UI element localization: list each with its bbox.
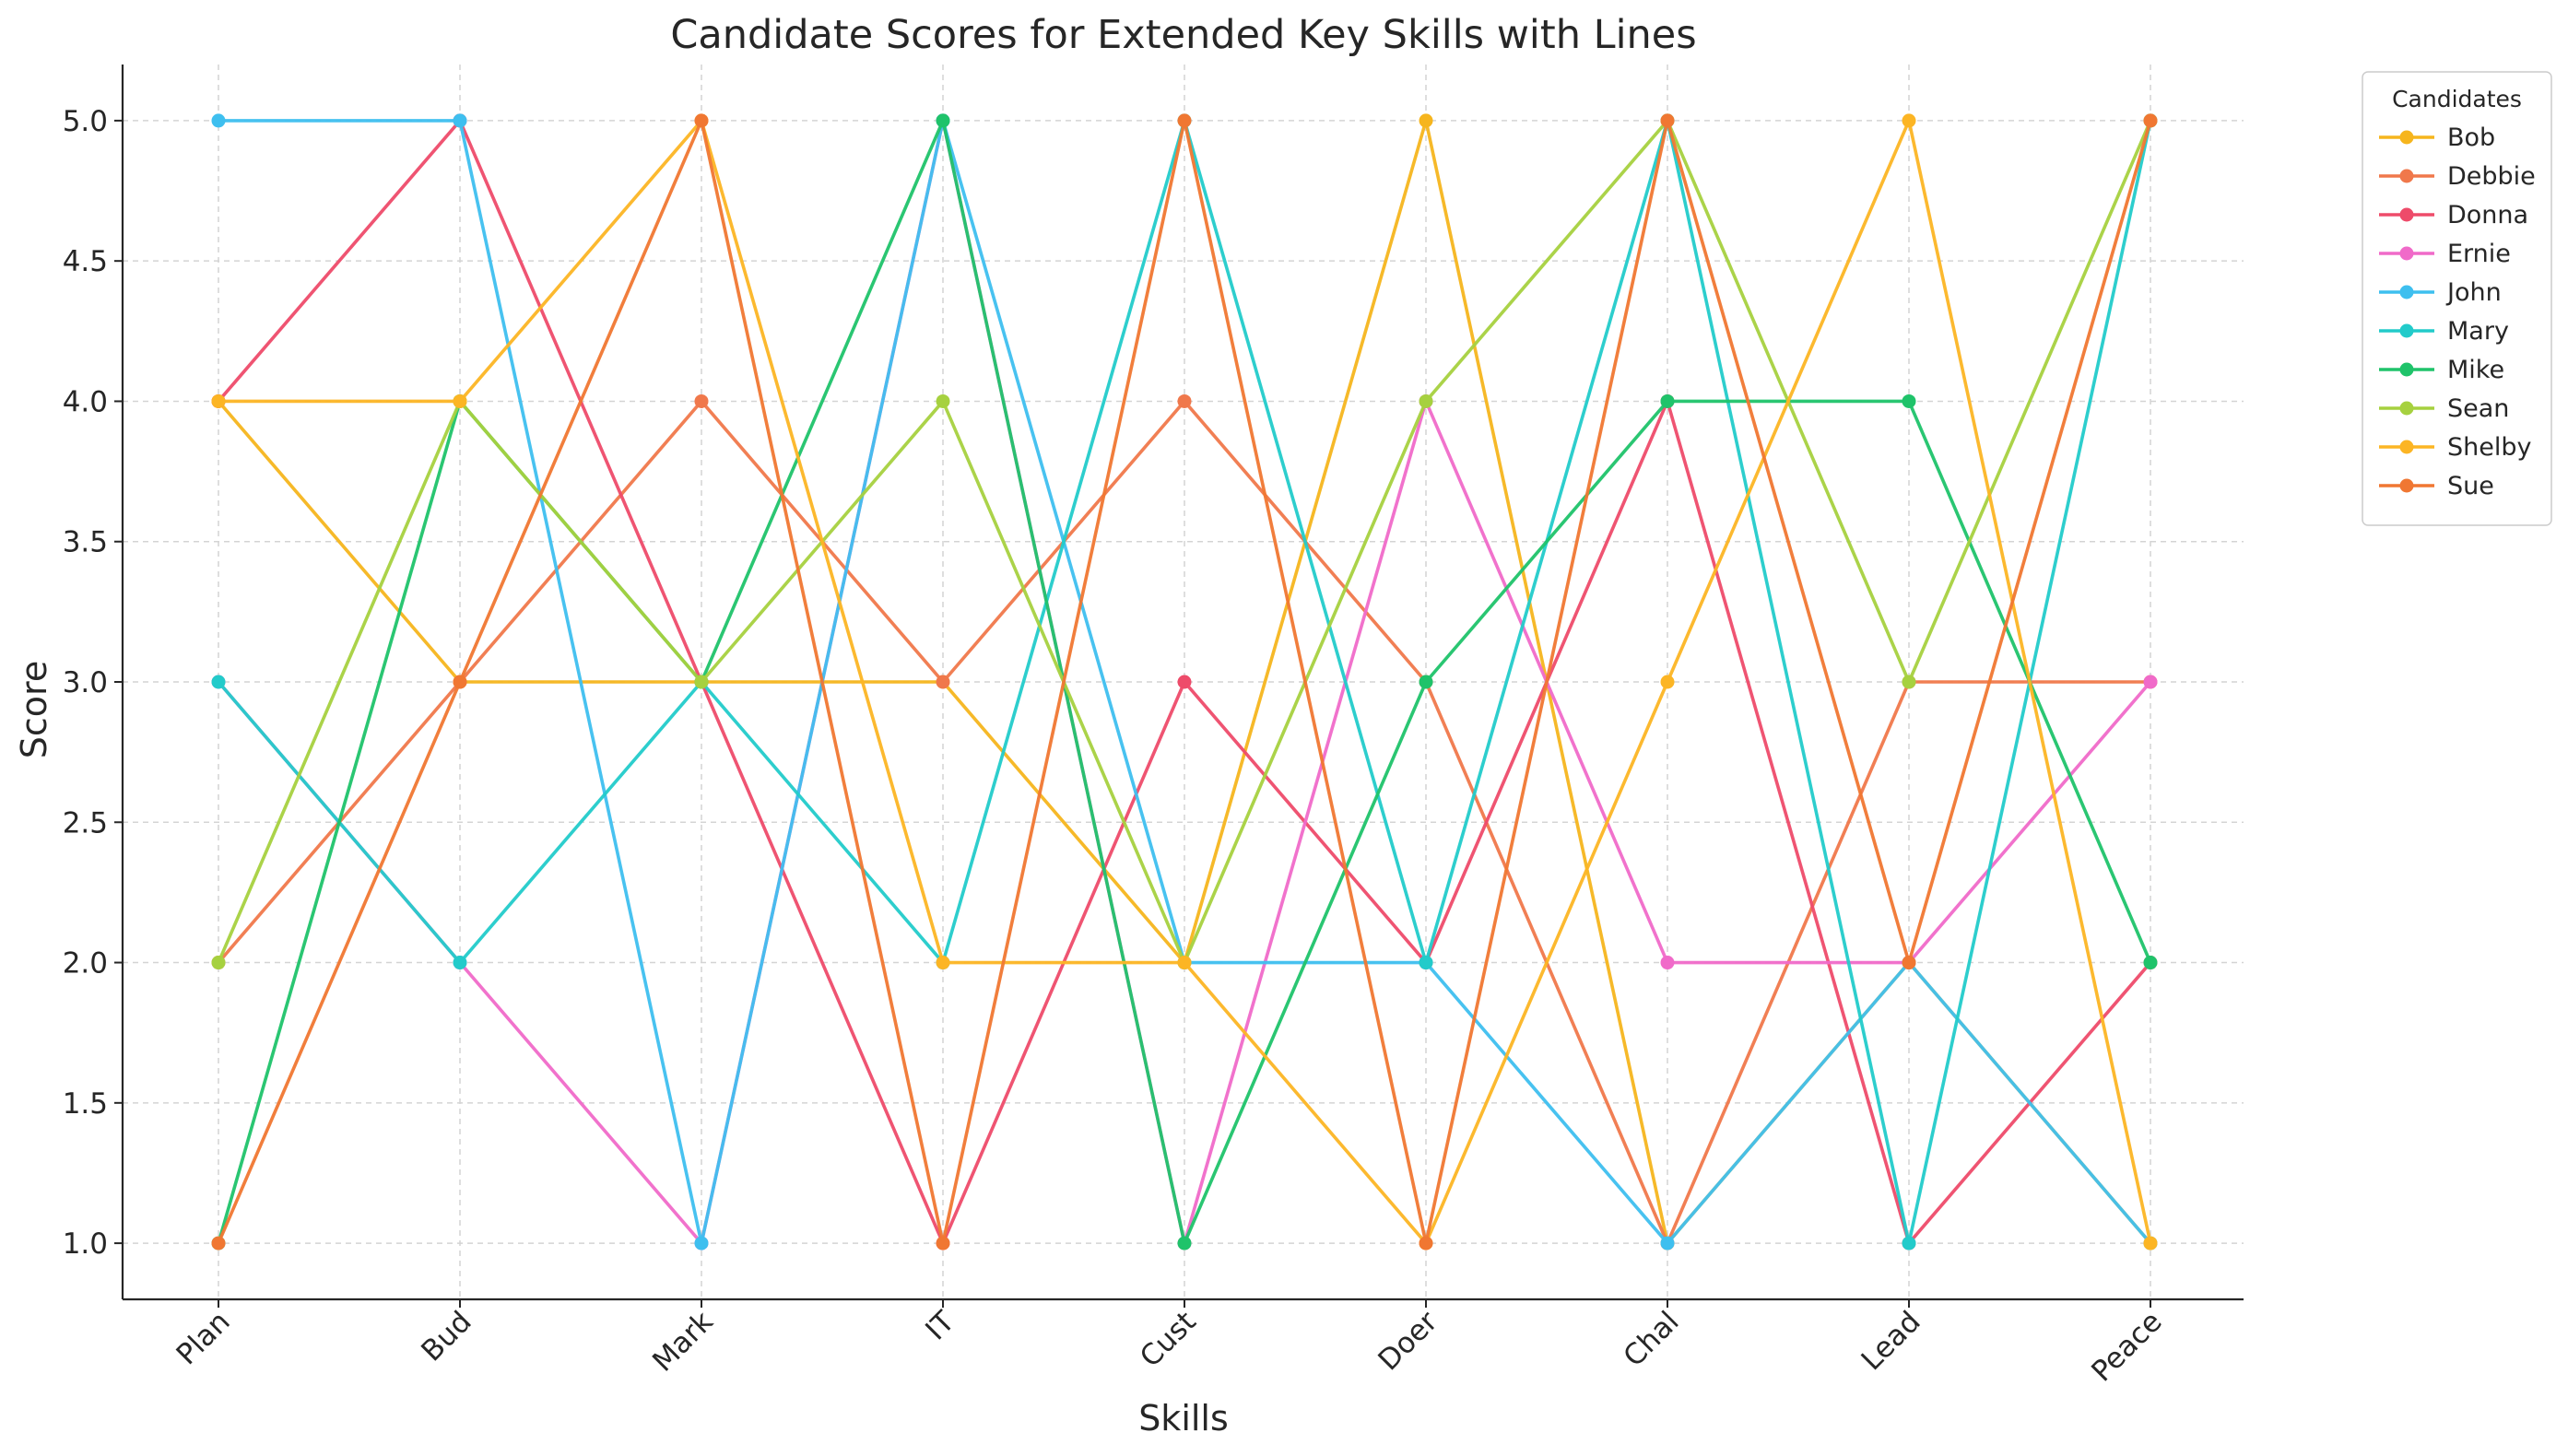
data-point-sue — [694, 113, 709, 128]
data-point-shelby — [2143, 1236, 2158, 1251]
legend-swatch-marker-debbie — [2399, 169, 2414, 183]
data-point-john — [1660, 1236, 1675, 1251]
x-tick-label-it: IT — [919, 1304, 961, 1346]
legend-label-bob: Bob — [2447, 123, 2495, 152]
data-point-mike — [2143, 956, 2158, 970]
data-point-sue — [1902, 956, 1916, 970]
data-point-john — [694, 1236, 709, 1251]
data-point-mary — [453, 956, 467, 970]
legend-item-donna: Donna — [2379, 201, 2528, 229]
x-tick-label-peace: Peace — [2085, 1305, 2168, 1388]
data-point-shelby — [211, 393, 226, 408]
legend: Candidates Bob Debbie Donna Ernie John Mary Mik… — [2362, 71, 2552, 526]
x-tick-label-lead: Lead — [1855, 1305, 1927, 1377]
data-point-sean — [1902, 675, 1916, 689]
legend-item-shelby: Shelby — [2379, 433, 2532, 462]
legend-label-mike: Mike — [2447, 356, 2504, 384]
data-point-mike — [1419, 675, 1433, 689]
data-point-sean — [1419, 393, 1433, 408]
legend-item-mary: Mary — [2379, 317, 2509, 346]
y-tick-label: 2.5 — [63, 806, 108, 840]
data-point-ernie — [2143, 675, 2158, 689]
data-point-mike — [1177, 1236, 1192, 1251]
data-point-sue — [936, 1236, 950, 1251]
data-point-ernie — [1660, 956, 1675, 970]
y-tick-label: 3.0 — [63, 666, 108, 699]
data-point-sean — [211, 956, 226, 970]
x-tick-label-mark: Mark — [646, 1305, 720, 1379]
legend-label-sue: Sue — [2447, 472, 2494, 500]
legend-swatch-marker-ernie — [2399, 246, 2414, 261]
data-point-shelby — [936, 956, 950, 970]
legend-swatch-marker-donna — [2399, 207, 2414, 222]
x-tick-label-chal: Chal — [1617, 1305, 1685, 1373]
data-point-mary — [1419, 956, 1433, 970]
data-point-mike — [936, 113, 950, 128]
legend-label-john: John — [2445, 278, 2502, 307]
data-point-mary — [211, 675, 226, 689]
data-point-debbie — [1177, 393, 1192, 408]
data-point-mike — [1902, 393, 1916, 408]
legend-item-bob: Bob — [2379, 123, 2495, 152]
y-tick-label: 1.5 — [63, 1087, 108, 1121]
x-tick-label-doer: Doer — [1372, 1305, 1443, 1377]
legend-item-john: John — [2379, 278, 2502, 307]
data-point-shelby — [1902, 113, 1916, 128]
y-tick-label: 1.0 — [63, 1227, 108, 1261]
y-axis-label: Score — [14, 661, 54, 758]
x-tick-label-plan: Plan — [171, 1305, 237, 1371]
legend-swatch-marker-mike — [2399, 362, 2414, 377]
data-point-sean — [694, 675, 709, 689]
data-point-mary — [1902, 1236, 1916, 1251]
legend-item-sue: Sue — [2379, 472, 2494, 500]
series-sue — [211, 113, 2158, 1251]
data-point-sue — [1660, 113, 1675, 128]
data-point-sue — [1177, 113, 1192, 128]
legend-title: Candidates — [2392, 86, 2522, 112]
x-tick-label-bud: Bud — [415, 1305, 477, 1368]
y-tick-label: 4.0 — [63, 385, 108, 418]
legend-swatch-marker-sean — [2399, 401, 2414, 416]
x-axis-label: Skills — [1138, 1398, 1229, 1438]
series-layer — [211, 113, 2158, 1251]
x-tick-label-cust: Cust — [1134, 1305, 1203, 1374]
legend-label-ernie: Ernie — [2447, 240, 2511, 268]
data-point-john — [211, 113, 226, 128]
legend-item-mike: Mike — [2379, 356, 2504, 384]
data-point-sue — [1419, 1236, 1433, 1251]
legend-label-mary: Mary — [2447, 317, 2509, 346]
data-point-sean — [936, 393, 950, 408]
data-point-debbie — [936, 675, 950, 689]
legend-swatch-marker-mary — [2399, 323, 2414, 338]
data-point-john — [453, 113, 467, 128]
chart-title: Candidate Scores for Extended Key Skills… — [670, 12, 1696, 58]
data-point-mike — [1660, 393, 1675, 408]
legend-label-donna: Donna — [2447, 201, 2528, 229]
data-point-sue — [2143, 113, 2158, 128]
y-tick-label: 4.5 — [63, 245, 108, 278]
data-point-shelby — [1177, 956, 1192, 970]
legend-swatch-marker-bob — [2399, 130, 2414, 145]
legend-label-sean: Sean — [2447, 394, 2509, 423]
legend-item-debbie: Debbie — [2379, 162, 2536, 191]
data-point-debbie — [694, 393, 709, 408]
legend-swatch-marker-sue — [2399, 478, 2414, 493]
legend-label-debbie: Debbie — [2447, 162, 2536, 191]
legend-label-shelby: Shelby — [2447, 433, 2532, 462]
data-point-donna — [1177, 675, 1192, 689]
legend-swatch-marker-john — [2399, 285, 2414, 299]
data-point-sue — [453, 675, 467, 689]
y-tick-label: 5.0 — [63, 105, 108, 138]
data-point-sue — [211, 1236, 226, 1251]
data-point-shelby — [1660, 675, 1675, 689]
legend-item-ernie: Ernie — [2379, 240, 2511, 268]
data-point-shelby — [453, 393, 467, 408]
y-tick-label: 3.5 — [63, 526, 108, 559]
legend-item-sean: Sean — [2379, 394, 2509, 423]
y-tick-label: 2.0 — [63, 947, 108, 980]
legend-swatch-marker-shelby — [2399, 440, 2414, 454]
data-point-bob — [1419, 113, 1433, 128]
